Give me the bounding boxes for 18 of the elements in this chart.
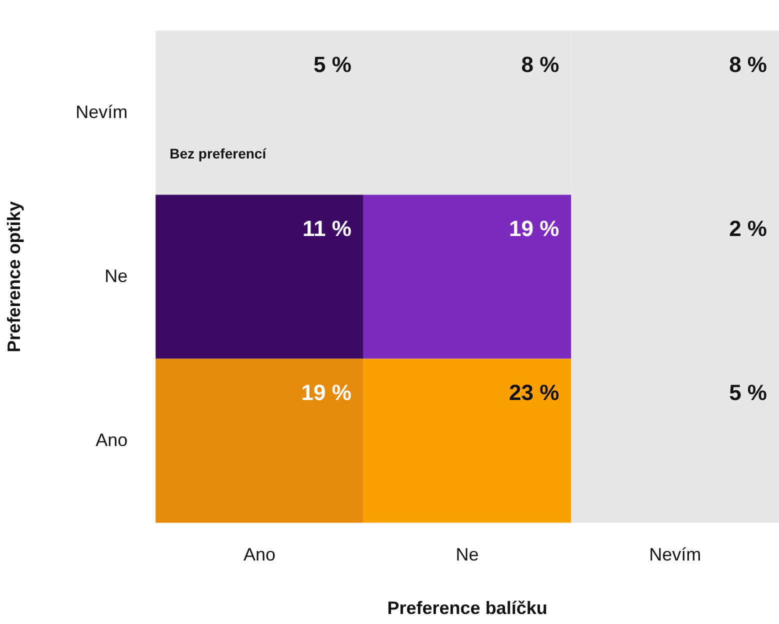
x-axis-title: Preference balíčku bbox=[387, 598, 548, 618]
data-label: 8 % bbox=[521, 52, 560, 77]
data-label: 11 % bbox=[302, 216, 352, 241]
data-label: 5 % bbox=[313, 52, 352, 77]
y-tick-label: Ano bbox=[96, 430, 128, 450]
x-tick-label: Ano bbox=[243, 544, 276, 565]
data-label: 19 % bbox=[301, 380, 352, 405]
data-label: 5 % bbox=[729, 380, 767, 405]
data-label: 23 % bbox=[509, 380, 560, 405]
data-label: 8 % bbox=[729, 52, 767, 77]
y-tick-label: Nevím bbox=[76, 102, 128, 122]
y-axis-title: Preference optiky bbox=[4, 201, 24, 352]
annotation: Bez preferencí bbox=[170, 146, 268, 162]
data-label: 19 % bbox=[509, 216, 560, 241]
x-tick-label: Nevím bbox=[649, 544, 702, 565]
x-tick-label: Ne bbox=[456, 544, 479, 565]
data-label: 2 % bbox=[729, 216, 767, 241]
y-tick-label: Ne bbox=[104, 266, 128, 286]
